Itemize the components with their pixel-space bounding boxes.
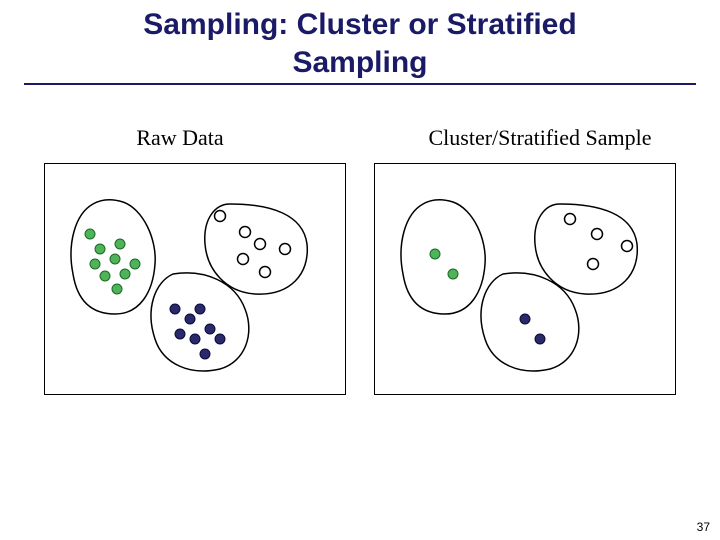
green-dot: [100, 271, 110, 281]
navy-dot: [205, 324, 215, 334]
panels-row: [0, 163, 720, 395]
green-dot: [115, 239, 125, 249]
green-dot: [430, 249, 440, 259]
navy-dot: [535, 334, 545, 344]
green-dot: [95, 244, 105, 254]
green-dot: [85, 229, 95, 239]
left-label: Raw Data: [0, 125, 360, 151]
panel-labels: Raw Data Cluster/Stratified Sample: [0, 125, 720, 151]
navy-dot: [185, 314, 195, 324]
panel-sample: [374, 163, 676, 395]
green-dot: [90, 259, 100, 269]
panel-raw-data: [44, 163, 346, 395]
green-dot: [120, 269, 130, 279]
green-dot: [110, 254, 120, 264]
navy-dot: [170, 304, 180, 314]
green-dot: [448, 269, 458, 279]
blob-left: [401, 200, 485, 314]
title-line-2: Sampling: [292, 46, 427, 79]
right-label: Cluster/Stratified Sample: [360, 125, 720, 151]
navy-dot: [175, 329, 185, 339]
green-dot: [112, 284, 122, 294]
slide-title: Sampling: Cluster or Stratified Sampling: [0, 0, 720, 81]
navy-dot: [200, 349, 210, 359]
navy-dot: [215, 334, 225, 344]
page-number: 37: [697, 520, 710, 534]
navy-dot: [520, 314, 530, 324]
title-underline: [24, 83, 696, 85]
navy-dot: [195, 304, 205, 314]
navy-dot: [190, 334, 200, 344]
title-line-1: Sampling: Cluster or Stratified: [143, 8, 576, 41]
green-dot: [130, 259, 140, 269]
